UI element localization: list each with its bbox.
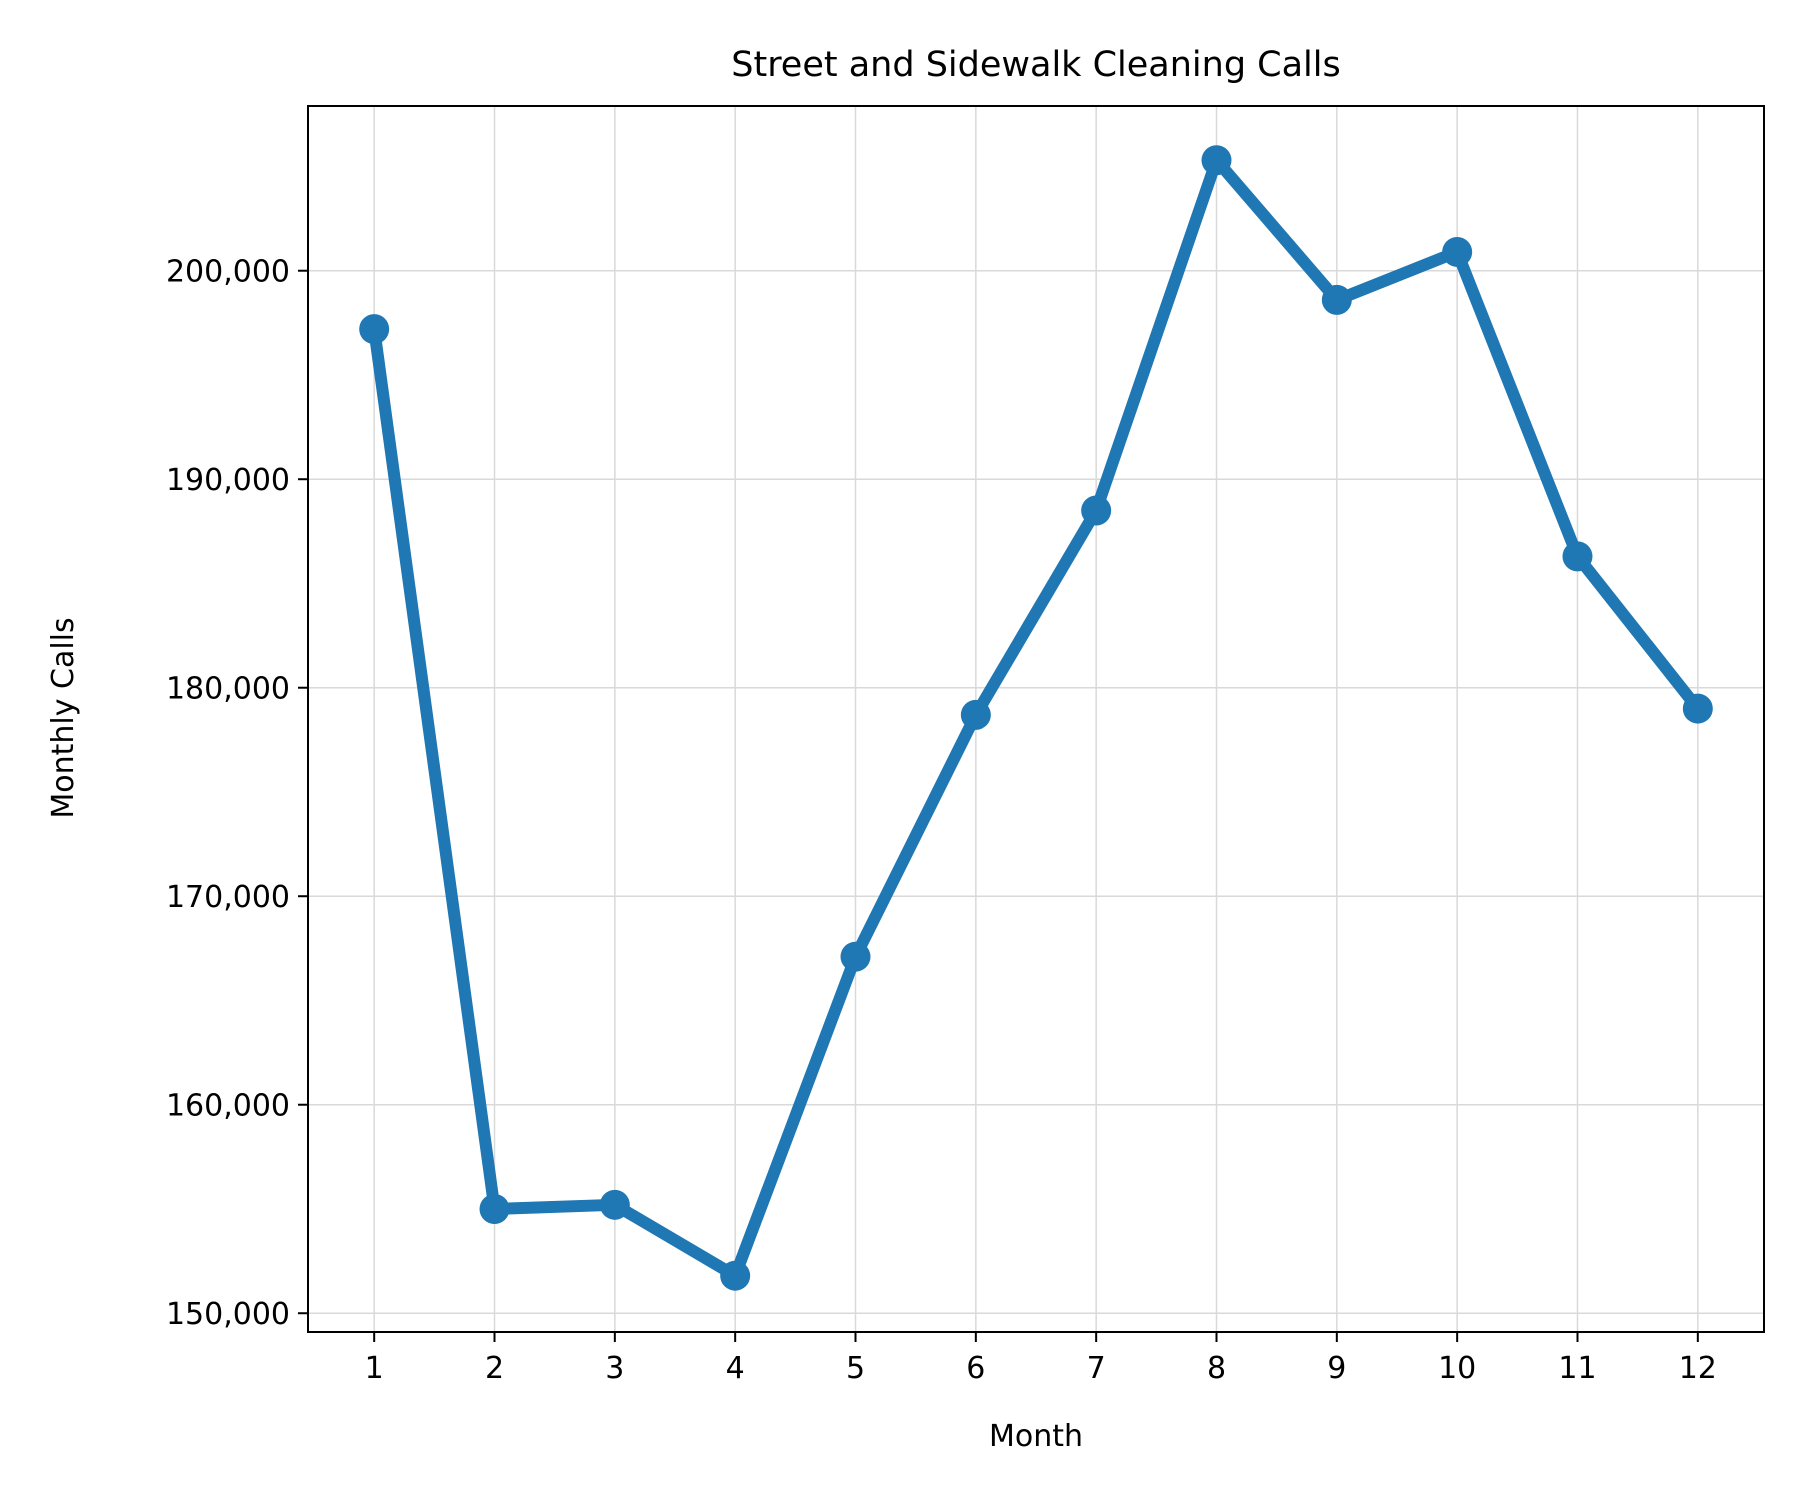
x-tick-label-9: 9: [1327, 1351, 1346, 1386]
data-point-month-2: [479, 1193, 510, 1224]
x-tick-label-2: 2: [485, 1351, 504, 1386]
chart-title: Street and Sidewalk Cleaning Calls: [731, 45, 1340, 85]
x-axis-title: Month: [989, 1419, 1083, 1454]
series-layer: [359, 145, 1713, 1291]
x-tick-label-3: 3: [605, 1351, 624, 1386]
data-point-month-10: [1442, 236, 1473, 267]
y-axis-title: Monthly Calls: [46, 617, 81, 818]
y-tick-label-3: 180,000: [166, 672, 290, 707]
data-point-month-1: [359, 314, 390, 345]
x-tick-label-8: 8: [1207, 1351, 1226, 1386]
x-tick-label-10: 10: [1438, 1351, 1476, 1386]
x-tick-label-4: 4: [726, 1351, 745, 1386]
data-point-month-11: [1562, 541, 1593, 572]
y-tick-label-4: 190,000: [166, 463, 290, 498]
x-tick-label-1: 1: [365, 1351, 384, 1386]
x-tick-label-5: 5: [846, 1351, 865, 1386]
data-point-month-6: [960, 699, 991, 730]
x-tick-label-11: 11: [1558, 1351, 1596, 1386]
y-tick-label-5: 200,000: [166, 255, 290, 290]
axes: [298, 105, 1765, 1342]
data-point-month-5: [840, 941, 871, 972]
y-tick-label-1: 160,000: [166, 1089, 290, 1124]
data-point-month-7: [1081, 495, 1112, 526]
data-point-month-9: [1321, 284, 1352, 315]
x-tick-label-7: 7: [1087, 1351, 1106, 1386]
y-tick-label-2: 170,000: [166, 880, 290, 915]
grid-lines: [308, 106, 1764, 1332]
y-tick-label-0: 150,000: [166, 1297, 290, 1332]
data-point-month-4: [720, 1260, 751, 1291]
data-point-month-8: [1201, 145, 1232, 176]
plot-frame: [307, 105, 1765, 1333]
data-point-month-3: [599, 1189, 630, 1220]
series-line-0: [368, 154, 1704, 1282]
x-tick-label-12: 12: [1679, 1351, 1717, 1386]
x-tick-label-6: 6: [966, 1351, 985, 1386]
data-point-month-12: [1682, 693, 1713, 724]
tick-labels: 1 2 3 4 5 6 7 8 9 10 11 12150,000160,000170,000180,…: [166, 255, 1717, 1386]
